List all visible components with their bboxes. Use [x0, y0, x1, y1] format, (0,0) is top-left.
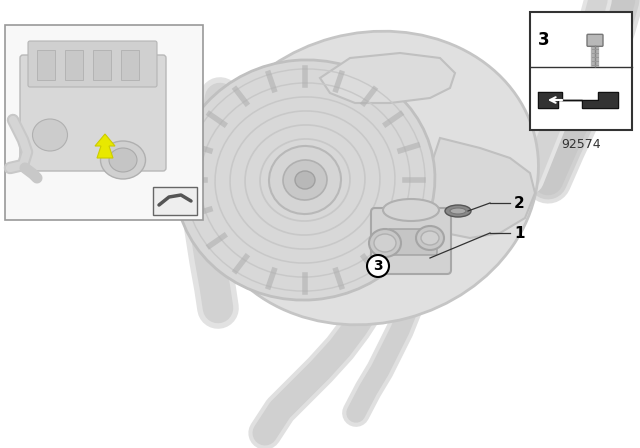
Ellipse shape [202, 31, 538, 325]
Ellipse shape [100, 141, 145, 179]
Text: 92574: 92574 [561, 138, 601, 151]
FancyBboxPatch shape [388, 229, 437, 255]
Bar [37, 50, 55, 80]
Text: 2: 2 [514, 195, 525, 211]
Bar [5, 25, 203, 220]
Ellipse shape [283, 160, 327, 200]
FancyBboxPatch shape [20, 55, 166, 171]
Text: 3: 3 [373, 259, 383, 273]
Polygon shape [320, 53, 455, 103]
Bar [530, 12, 632, 130]
Ellipse shape [374, 234, 396, 252]
FancyBboxPatch shape [371, 208, 451, 274]
Ellipse shape [175, 60, 435, 300]
FancyBboxPatch shape [587, 34, 603, 46]
Circle shape [367, 255, 389, 277]
Bar [65, 50, 83, 80]
Ellipse shape [421, 231, 439, 245]
Ellipse shape [369, 229, 401, 257]
Text: 3: 3 [538, 31, 550, 49]
Ellipse shape [450, 208, 466, 214]
Ellipse shape [383, 199, 439, 221]
Polygon shape [538, 92, 618, 108]
Ellipse shape [445, 205, 471, 217]
Ellipse shape [33, 119, 67, 151]
Bar [93, 50, 111, 80]
Polygon shape [425, 138, 535, 238]
Ellipse shape [295, 171, 315, 189]
Text: 1: 1 [514, 225, 525, 241]
Ellipse shape [269, 146, 341, 214]
FancyBboxPatch shape [28, 41, 157, 87]
Polygon shape [95, 134, 115, 158]
Ellipse shape [416, 226, 444, 250]
Bar [153, 187, 197, 215]
Bar [121, 50, 139, 80]
Ellipse shape [109, 148, 137, 172]
